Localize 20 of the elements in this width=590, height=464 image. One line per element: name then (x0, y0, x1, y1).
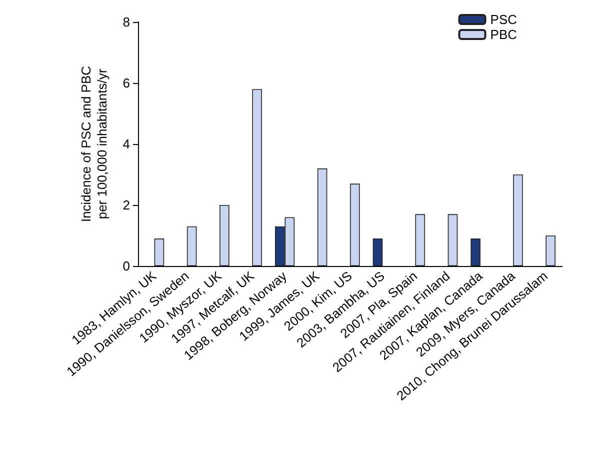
y-tick-label: 8 (122, 14, 130, 30)
bar (470, 238, 480, 266)
legend-label: PSC (490, 12, 518, 27)
y-tick-label: 2 (122, 198, 130, 212)
bar (372, 238, 383, 266)
bar (513, 174, 523, 266)
y-tick-label: 0 (122, 258, 130, 274)
bar (252, 89, 262, 266)
legend-label: PBC (490, 27, 518, 42)
y-axis-title: Incidence of PSC and PBC per 100,000 inhabitants/yr (78, 66, 110, 222)
bar (448, 214, 458, 266)
bar (317, 168, 328, 266)
bar (154, 238, 164, 266)
bar (186, 226, 197, 266)
bar (350, 184, 360, 266)
y-tick-label: 6 (122, 76, 130, 90)
bar (546, 236, 556, 266)
bar (415, 214, 426, 266)
y-tick-label: 4 (122, 136, 130, 152)
bar (220, 205, 230, 266)
